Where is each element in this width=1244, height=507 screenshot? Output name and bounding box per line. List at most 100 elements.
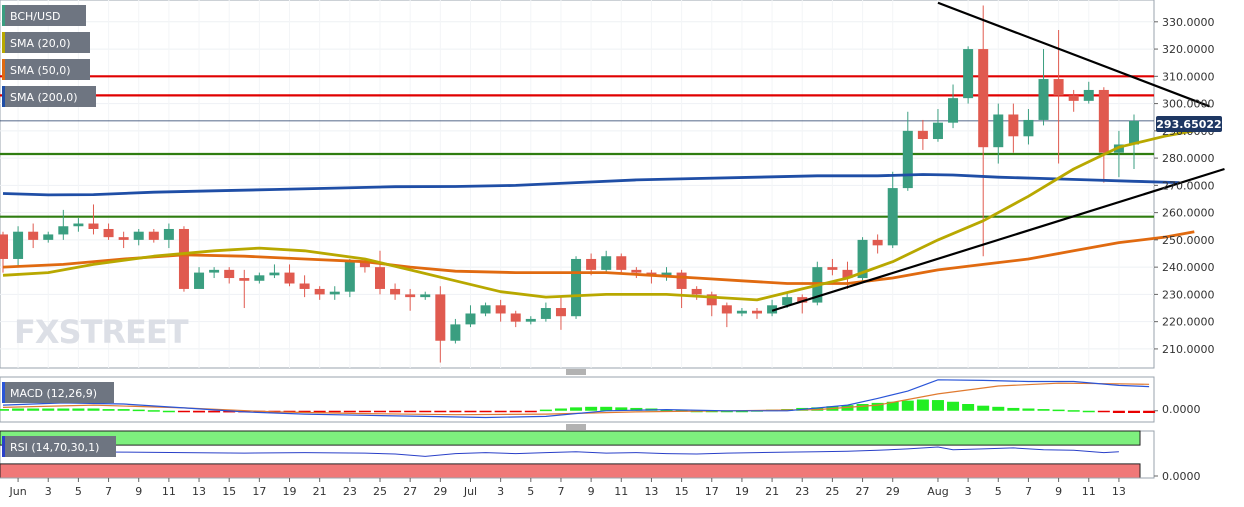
candle-body <box>827 267 838 270</box>
macd-histogram-bar <box>328 410 341 413</box>
macd-histogram-bar <box>947 401 960 411</box>
x-tick-label: 23 <box>343 485 357 498</box>
x-tick-label: 13 <box>1112 485 1126 498</box>
horizontal-levels <box>0 75 1154 218</box>
macd-histogram-bar <box>660 409 673 412</box>
x-tick-label: 13 <box>644 485 658 498</box>
candle-body <box>390 288 401 295</box>
candle-body <box>1038 79 1049 120</box>
candle-body <box>978 49 989 148</box>
candle-body <box>631 269 642 273</box>
candle-body <box>842 269 853 279</box>
macd-histogram-bar <box>916 399 929 411</box>
x-tick-label: 17 <box>252 485 266 498</box>
macd-histogram-bar <box>298 410 311 413</box>
macd-histogram-bar <box>404 410 417 413</box>
x-tick-label: 13 <box>192 485 206 498</box>
candle-body <box>1053 79 1064 96</box>
sma200-line <box>2 173 1180 197</box>
candle-body <box>420 294 431 298</box>
trendline <box>937 1 1210 108</box>
macd-histogram-bar <box>886 401 899 411</box>
macd-histogram-bar <box>524 410 537 413</box>
current-price-label: 293.65022 <box>1156 118 1221 131</box>
candle-body <box>13 231 24 259</box>
candle-body <box>691 288 702 295</box>
x-tick-label: 19 <box>735 485 749 498</box>
x-tick-label: 7 <box>557 485 564 498</box>
x-tick-label: 25 <box>373 485 387 498</box>
macd-histogram-bar <box>193 410 206 413</box>
candle-body <box>103 228 114 238</box>
macd-histogram-bar <box>856 404 869 411</box>
fxstreet-watermark: FXSTREET <box>14 313 189 351</box>
candle-body <box>948 98 959 123</box>
macd-histogram-bar <box>117 409 130 411</box>
x-tick-label: 9 <box>1055 485 1062 498</box>
moving-averages <box>2 129 1195 302</box>
candle-body <box>299 283 310 289</box>
macd-histogram-bar <box>223 410 236 413</box>
macd-histogram-bar <box>1082 410 1095 413</box>
x-tick-label: Jul <box>463 485 477 498</box>
x-tick-label: 25 <box>825 485 839 498</box>
x-tick-label: 7 <box>1025 485 1032 498</box>
macd-histogram-bar <box>419 410 432 413</box>
candle-body <box>375 267 385 289</box>
macd-histogram-bar <box>1052 409 1065 412</box>
macd-histogram-bar <box>494 410 507 413</box>
candle-body <box>932 122 943 140</box>
candle-body <box>797 297 808 303</box>
rsi-oversold-zone <box>0 463 1141 479</box>
price-axis: 210.0000 220.0000 230.0000 240.0000 250.0000… <box>1154 16 1215 356</box>
panel-splitter-1[interactable] <box>566 369 586 375</box>
x-tick-label: 3 <box>965 485 972 498</box>
legend-symbol[interactable]: BCH/USD <box>2 5 86 26</box>
sma50-line <box>2 230 1195 285</box>
candle-body <box>872 239 883 246</box>
candle-body <box>1068 95 1079 101</box>
macd-histogram-bar <box>464 410 477 413</box>
candle-body <box>1023 119 1034 137</box>
macd-line <box>2 379 1150 419</box>
x-tick-label: 11 <box>1082 485 1096 498</box>
legend-sma50[interactable]: SMA (50,0) <box>2 59 90 80</box>
candle-body <box>58 226 69 235</box>
legend-sma20[interactable]: SMA (20,0) <box>2 32 90 53</box>
macd-histogram-bar <box>509 410 522 413</box>
panel-splitter-2[interactable] <box>566 424 586 430</box>
x-tick-label: 11 <box>162 485 176 498</box>
candle-body <box>736 310 747 314</box>
y-tick-label: 260.0000 <box>1162 207 1215 220</box>
price-tag-bg <box>1156 116 1222 132</box>
macd-histogram-bar <box>132 409 145 412</box>
candle-body <box>495 305 506 314</box>
sma20-line <box>2 129 1195 302</box>
legend-sma200[interactable]: SMA (200,0) <box>2 86 96 107</box>
candle-body <box>510 313 521 322</box>
macd-histogram-bar <box>72 408 85 411</box>
macd-histogram-bar <box>1128 410 1140 413</box>
macd-histogram-bar <box>42 408 55 411</box>
macd-histogram-bar <box>389 410 402 413</box>
rsi-zero-tick: 0.0000 <box>1162 470 1201 483</box>
candle-body <box>993 114 1004 148</box>
candle-body <box>209 269 220 273</box>
legend-rsi[interactable]: RSI (14,70,30,1) <box>2 436 116 457</box>
macd-histogram-bar <box>1022 408 1035 411</box>
candle-body <box>857 239 868 279</box>
candle-body <box>194 272 205 289</box>
macd-histogram-bar <box>358 410 371 413</box>
candle-body <box>28 231 39 240</box>
legend-macd[interactable]: MACD (12,26,9) <box>2 382 114 403</box>
candle-body <box>586 258 597 270</box>
candle-body <box>767 305 778 314</box>
candle-body <box>0 234 8 259</box>
candle-body <box>571 258 582 317</box>
candle-body <box>465 313 476 325</box>
macd-histogram-bar <box>374 410 386 413</box>
candle-body <box>344 261 355 292</box>
x-tick-label: 15 <box>222 485 236 498</box>
candle-body <box>88 223 99 229</box>
